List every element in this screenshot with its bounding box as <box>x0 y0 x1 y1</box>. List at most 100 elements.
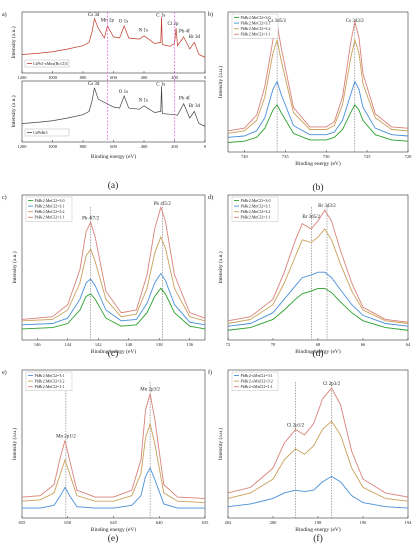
panel-f: f)(f)202 200 198 196 194PbBr2-xMnCl2=3:1PbBr… <box>208 369 412 544</box>
peak-annotation: Pb 4f <box>179 96 190 101</box>
x-tick-label: 800 <box>80 75 88 80</box>
legend-label: PbBr2-xMnCl2=3:1 <box>241 373 273 378</box>
peak-annotation: Cs 3d5/2 <box>268 19 286 24</box>
x-tick-label: 725 <box>364 154 372 159</box>
legend-box <box>231 371 279 391</box>
panel-caption: (d) <box>312 348 323 359</box>
legend-label: PbBr2-xMnCl2=3:2 <box>241 378 273 383</box>
x-tick-label: 400 <box>141 75 149 80</box>
x-tick-label: 138 <box>156 342 164 347</box>
x-tick-label: 800 <box>80 144 88 149</box>
legend-label: PbBr2:MnCl2=1:1 <box>241 215 271 220</box>
peak-annotation: Pb 4f7/2 <box>82 216 100 221</box>
x-tick-label: 140 <box>125 342 133 347</box>
x-axis-label: Binding energy (eV) <box>295 348 341 355</box>
peak-annotation: Pb 4f5/2 <box>154 202 172 207</box>
legend-label: PbBr2:MnCl2=3:1 <box>241 20 271 25</box>
x-tick-label: 720 <box>405 154 413 159</box>
series-line <box>21 205 206 320</box>
peak-annotation: N 1s <box>139 99 148 104</box>
peak-annotation: C 1s <box>156 83 165 88</box>
peak-annotation: Cl 2p1/2 <box>287 423 305 428</box>
x-tick-label: 144 <box>64 342 72 347</box>
x-tick-label: 600 <box>110 75 118 80</box>
panel-label: b) <box>208 11 213 18</box>
peak-annotation: C 1s <box>156 14 165 19</box>
legend-label: PbBr2:MnCl2=1:1 <box>35 215 65 220</box>
x-tick-label: 68 <box>316 342 321 347</box>
legend-label: CsPb1-xMnx(Br,Cl)3 <box>33 61 68 67</box>
x-tick-label: 142 <box>95 342 102 347</box>
peak-annotation: Mn 2p3/2 <box>140 388 160 393</box>
series-line <box>227 420 409 502</box>
legend-label: PbBr2:MnCl2=3:0 <box>35 198 65 203</box>
x-axis-label: Binding energy (eV) <box>91 526 137 533</box>
x-axis-label: Binding energy (eV) <box>91 348 137 355</box>
x-tick-label: 635 <box>202 520 210 525</box>
x-tick-label: 1200 <box>18 75 28 80</box>
x-tick-label: 66 <box>361 342 366 347</box>
panel-b: b)(b)740 735 730 725 720PbBr2:MnCl2=3:0PbBr2… <box>208 11 412 193</box>
x-tick-label: 400 <box>141 144 149 149</box>
series-line <box>21 235 206 322</box>
peak-annotation: Cs 3d3/2 <box>346 19 364 24</box>
peak-annotation: O 1s <box>119 90 128 95</box>
x-tick-label: 645 <box>110 520 118 525</box>
series-line <box>21 86 206 127</box>
series-line <box>227 228 409 324</box>
x-tick-label: 655 <box>19 520 27 525</box>
panel-caption: (e) <box>108 533 119 544</box>
x-tick-label: 1000 <box>48 75 58 80</box>
series-line <box>227 80 409 138</box>
legend-label: PbBr2:MnCl2=3:0 <box>241 15 271 20</box>
legend-label: PbBr2:MnCl2=3:2 <box>241 209 271 214</box>
panel-label: c) <box>2 194 7 201</box>
legend-box <box>25 196 73 222</box>
legend-label: PbBr2:MnCl2=1:1 <box>35 384 65 389</box>
legend-label: PbBr2:MnCl2=3:1 <box>35 373 65 378</box>
series-line <box>227 209 409 323</box>
x-tick-label: 0 <box>204 144 207 149</box>
peak-annotation: Br 3d3/2 <box>318 204 336 209</box>
x-tick-label: 650 <box>64 520 72 525</box>
series-line <box>227 271 409 327</box>
panel-c: c)(c)146 144 142 140 138 136PbBr2:MnCl2=3:0Pb… <box>2 194 206 359</box>
y-axis-label: Intensity (a.u.) <box>11 251 18 283</box>
panel-label: d) <box>208 194 213 201</box>
panel-label: a) <box>2 11 7 18</box>
x-tick-label: 70 <box>271 342 276 347</box>
peak-annotation: Br 3d <box>189 35 201 40</box>
x-tick-label: 735 <box>282 154 290 159</box>
plot-frame <box>21 194 206 341</box>
peak-annotation: O 1s <box>119 20 128 25</box>
legend-label: PbBr2:MnCl2=3:0 <box>241 198 271 203</box>
y-axis-label: Intensity (a.u.) <box>10 95 17 127</box>
x-tick-label: 200 <box>270 520 278 525</box>
series-line <box>21 393 206 499</box>
series-line <box>227 475 409 509</box>
x-tick-label: 196 <box>360 520 368 525</box>
legend-label: PbBr2:MnCl2=3:1 <box>241 203 271 208</box>
peak-annotation: Cl 2p <box>167 22 178 27</box>
legend-label: PbBr2:MnCl2=3:1 <box>35 203 65 208</box>
series-line <box>21 272 206 326</box>
x-tick-label: 740 <box>241 154 249 159</box>
plot-frame <box>227 11 409 153</box>
panel-label: e) <box>2 369 7 376</box>
legend-box <box>231 13 279 39</box>
panel-caption: (c) <box>108 348 119 359</box>
series-line <box>21 17 206 58</box>
legend-label: PbBr2:MnCl2=3:2 <box>35 209 65 214</box>
panel-caption: (f) <box>313 533 323 544</box>
x-tick-label: 600 <box>110 144 118 149</box>
peak-annotation: N 1s <box>139 29 148 34</box>
y-axis-label: Intensity (a.u.) <box>217 428 224 460</box>
x-tick-label: 1000 <box>48 144 58 149</box>
y-axis-label: Intensity (a.u.) <box>10 26 17 58</box>
peak-annotation: Mn 2p1/2 <box>56 434 76 439</box>
legend-box <box>231 196 279 222</box>
panel-a: a) (a) 1200 1000 800 600 400 200 0 CsPb1-xMnx(Br,… <box>2 11 207 191</box>
panel-caption: (a) <box>108 180 119 191</box>
x-tick-label: 202 <box>225 520 232 525</box>
legend-label: PbBr2:MnCl2=1:1 <box>241 32 271 37</box>
